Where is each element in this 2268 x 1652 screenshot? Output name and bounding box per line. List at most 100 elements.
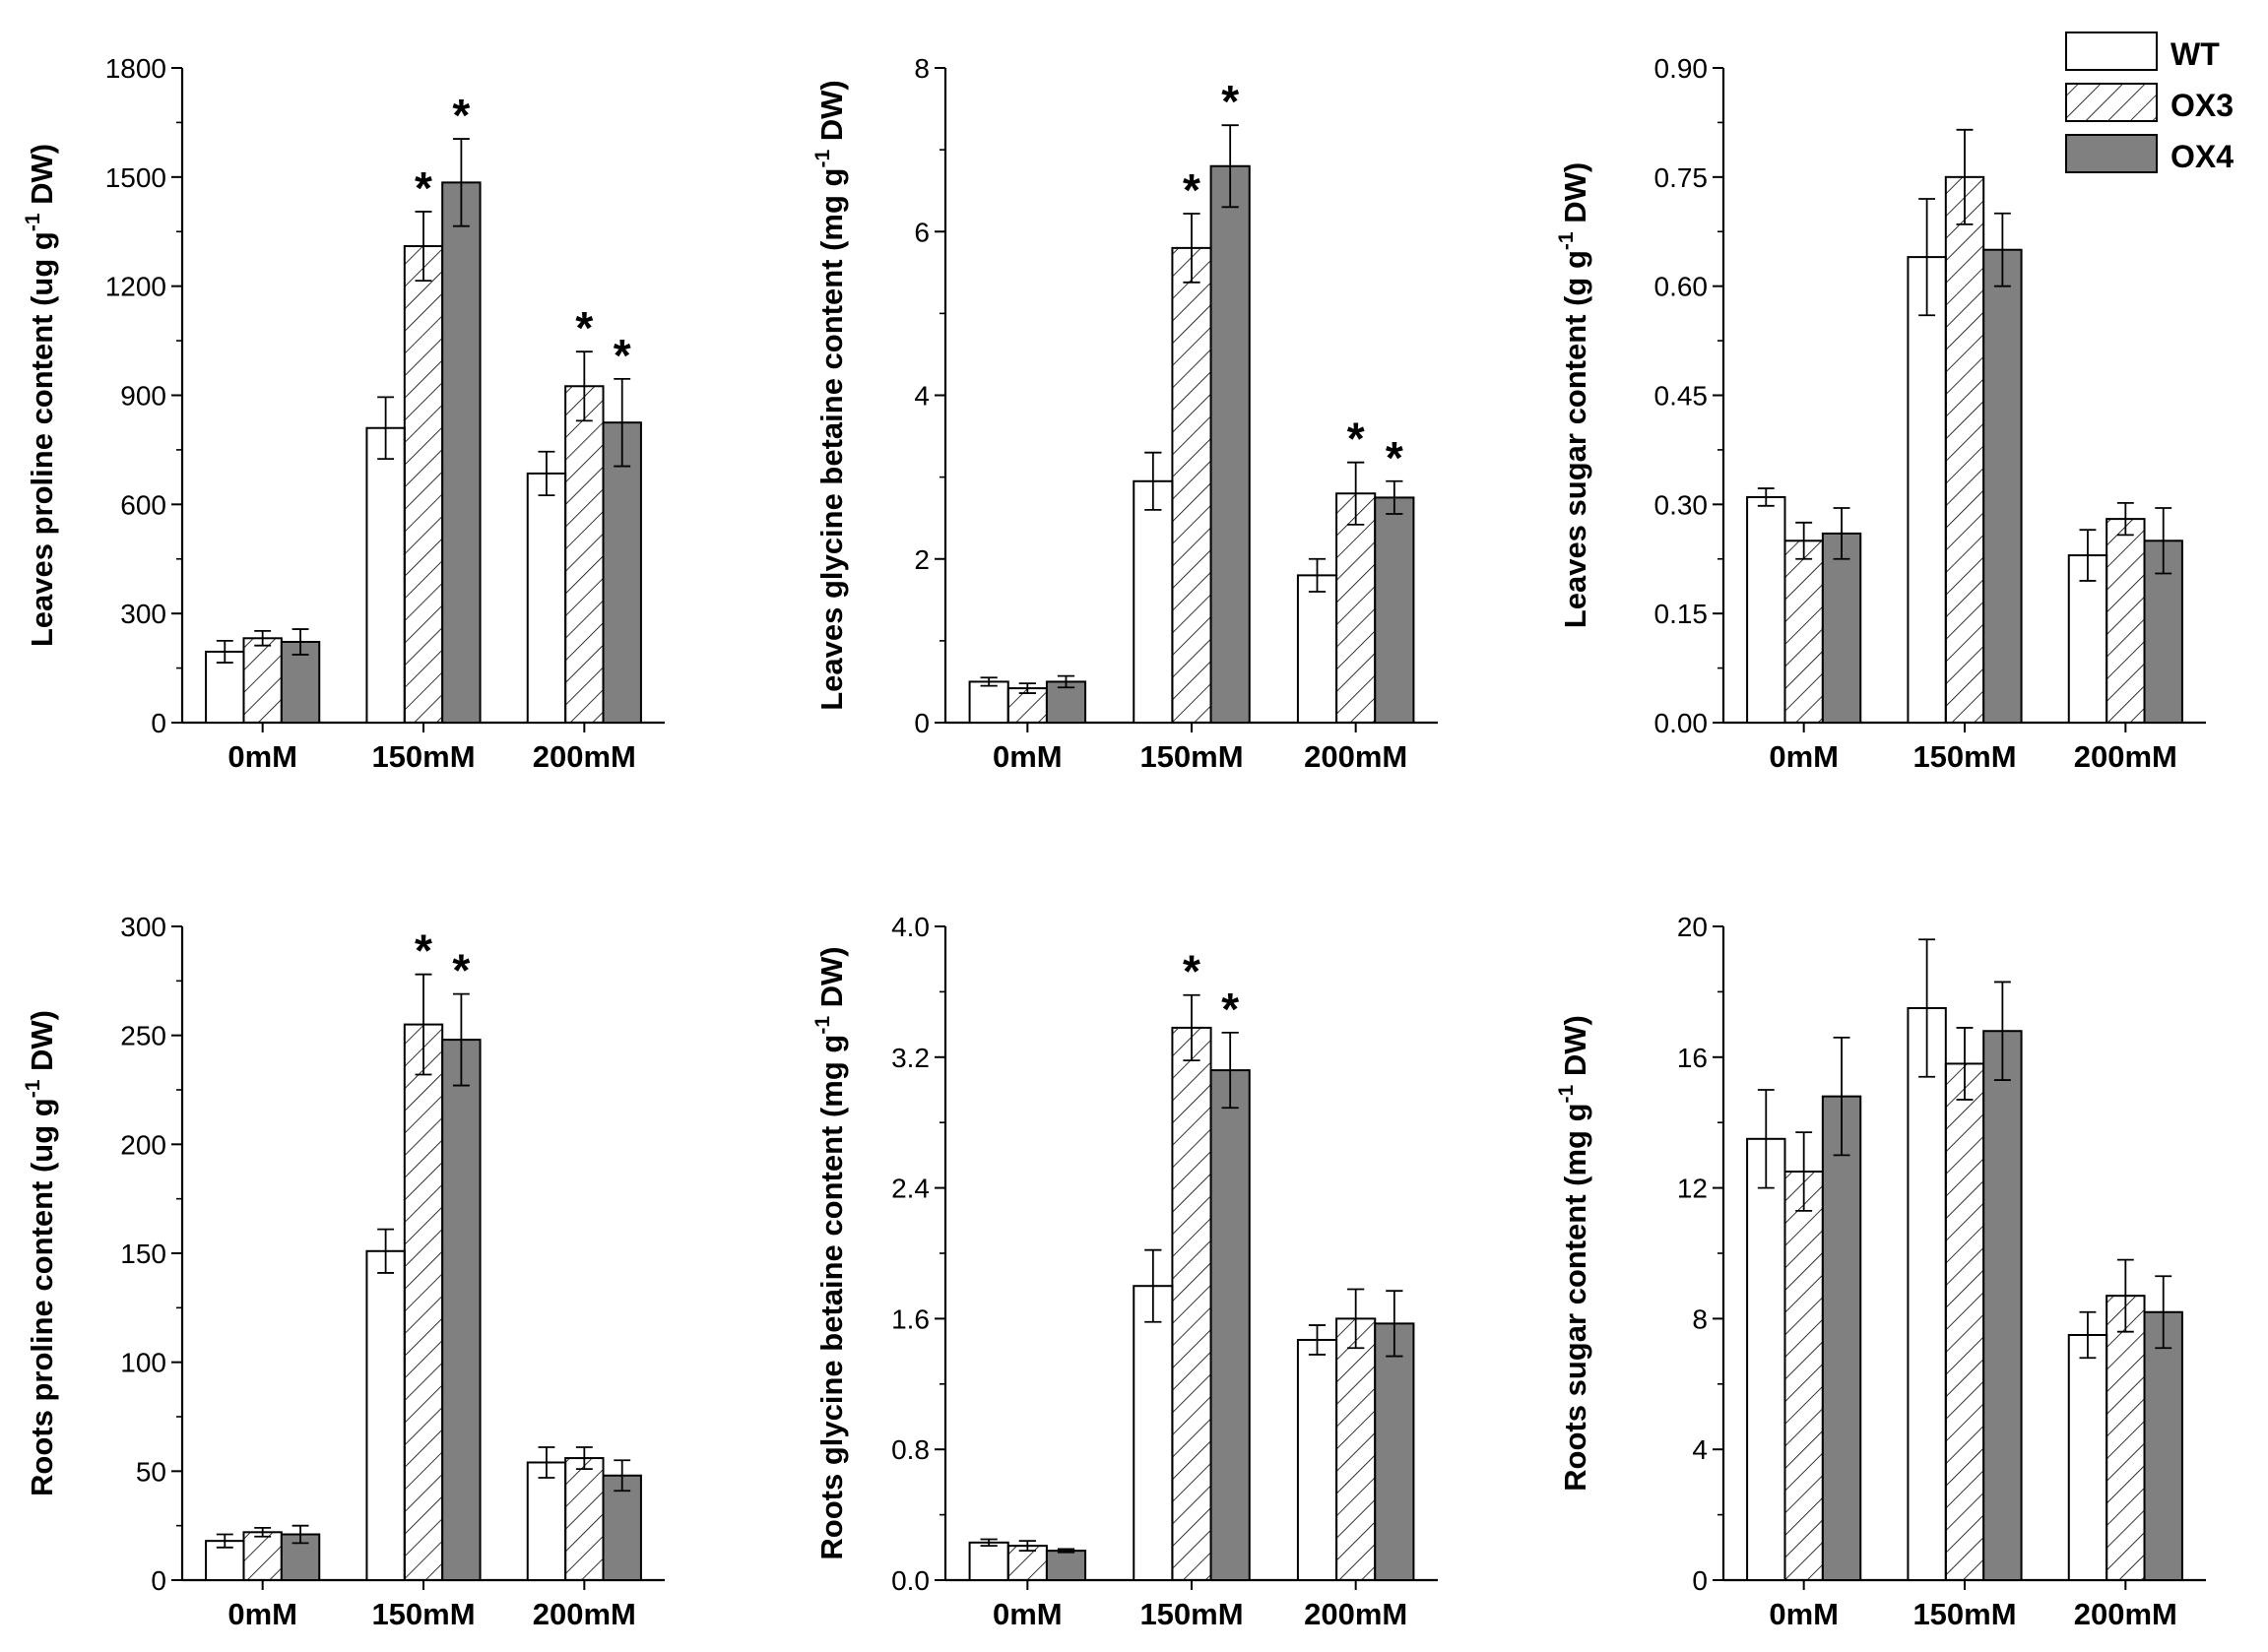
y-tick-label: 0: [914, 708, 930, 738]
bar-ox3: [1783, 540, 1824, 724]
significance-marker: *: [614, 330, 631, 381]
bar-ox4: [1374, 496, 1415, 724]
bar-ox4: [1374, 1322, 1415, 1581]
y-tick-label: 3.2: [891, 1043, 930, 1073]
y-tick-label: 2.4: [891, 1174, 930, 1204]
bar-ox4: [441, 181, 482, 724]
y-tick-label: 900: [120, 381, 166, 412]
y-axis-label-text: Leaves sugar content (g g: [1558, 250, 1592, 628]
y-axis-label: Roots proline content (ug g-1 DW): [22, 1010, 59, 1496]
legend-swatch-ox4: [2065, 134, 2158, 173]
chart-panel-6: 0 4 8 12 16 20 Roots sugar content (mg g-1 DW)…: [1555, 912, 2206, 1631]
bar-ox4: [1982, 248, 2023, 724]
bar-ox3: [2106, 518, 2146, 724]
y-tick-label: 0.30: [1654, 489, 1709, 520]
y-axis-label: Roots sugar content (mg g-1 DW): [1555, 1015, 1592, 1492]
bar-wt: [2067, 1334, 2108, 1581]
y-tick-label: 0: [151, 1565, 166, 1596]
legend-swatch-ox3: [2065, 83, 2158, 122]
y-tick-label: 0.0: [891, 1565, 930, 1596]
bar-ox3: [564, 1457, 605, 1582]
y-axis-label: Roots glycine betaine content (mg g-1 DW…: [811, 946, 849, 1559]
legend-label-ox3: OX3: [2171, 88, 2234, 123]
bar-ox3: [1944, 175, 1985, 725]
significance-marker: *: [415, 925, 432, 977]
y-tick-label: 0.45: [1654, 381, 1709, 412]
y-axis-label-units: DW): [1558, 1015, 1592, 1085]
bar-ox3: [1944, 1062, 1985, 1581]
bar-wt: [365, 1249, 406, 1581]
legend-item-ox4: OX4: [2065, 134, 2234, 174]
chart-panel-5: 0.0 0.8 1.6 2.4 3.2 4.0 Roots glycine betaine …: [811, 912, 1438, 1631]
x-tick-label: 150mM: [1912, 739, 2016, 774]
y-tick-label: 250: [120, 1021, 166, 1051]
y-axis-label-text: Leaves proline content (ug g: [25, 231, 59, 647]
bar-ox3: [403, 245, 444, 724]
bar-wt: [1907, 256, 1947, 724]
y-tick-label: 0: [151, 708, 166, 738]
y-axis-label-superscript: -1: [811, 150, 834, 168]
y-tick-label: 4: [914, 381, 930, 412]
y-tick-label: 12: [1677, 1174, 1708, 1204]
legend-item-ox3: OX3: [2065, 83, 2234, 123]
y-axis-label-units: DW): [25, 1010, 59, 1080]
bar-ox3: [2106, 1295, 2146, 1582]
bar-ox4: [2143, 1310, 2183, 1581]
x-tick-label: 200mM: [2074, 739, 2177, 774]
y-tick-label: 150: [120, 1239, 166, 1269]
legend-label-ox4: OX4: [2171, 139, 2234, 174]
x-tick-label: 150mM: [1139, 1597, 1243, 1631]
y-axis-label: Leaves proline content (ug g-1 DW): [22, 144, 59, 647]
y-axis-label-superscript: -1: [1555, 231, 1578, 250]
bar-wt: [1296, 1338, 1338, 1581]
y-tick-label: 8: [914, 53, 930, 84]
y-tick-label: 0.75: [1654, 162, 1709, 193]
y-axis-label-units: DW): [814, 80, 849, 150]
y-tick-label: 200: [120, 1129, 166, 1160]
x-tick-label: 200mM: [2074, 1597, 2177, 1631]
bar-wt: [968, 680, 1009, 724]
legend-label-wt: WT: [2171, 36, 2220, 72]
y-axis-label-superscript: -1: [1555, 1084, 1578, 1103]
bar-wt: [526, 472, 567, 724]
bar-wt: [1133, 1285, 1174, 1581]
y-tick-label: 0.8: [891, 1434, 930, 1465]
bar-ox3: [564, 385, 605, 724]
y-tick-label: 0.60: [1654, 272, 1709, 302]
significance-marker: *: [1221, 984, 1239, 1035]
significance-marker: *: [1386, 432, 1403, 483]
bar-ox4: [1821, 532, 1862, 725]
significance-marker: *: [1183, 164, 1200, 216]
bar-wt: [1133, 479, 1174, 724]
chart-panel-3: 0.00 0.15 0.30 0.45 0.60 0.75 0.90 Leaves sugar…: [1555, 53, 2206, 774]
y-tick-label: 300: [120, 912, 166, 942]
y-tick-label: 0.00: [1654, 708, 1709, 738]
y-tick-label: 1800: [105, 53, 166, 84]
x-tick-label: 150mM: [1912, 1597, 2016, 1631]
y-tick-label: 6: [914, 217, 930, 247]
chart-panel-4: 0 50 100 150 200 250 300 Roots proline content …: [22, 912, 665, 1631]
bar-ox4: [1045, 1550, 1087, 1581]
x-tick-label: 0mM: [993, 739, 1063, 774]
y-tick-label: 20: [1677, 912, 1708, 942]
bar-ox4: [1982, 1030, 2023, 1581]
y-tick-label: 50: [136, 1456, 166, 1487]
bar-ox3: [242, 637, 283, 724]
bar-ox3: [1171, 246, 1212, 724]
y-axis-label-units: DW): [25, 144, 59, 214]
significance-marker: *: [452, 945, 470, 996]
y-tick-label: 1500: [105, 162, 166, 193]
bar-ox4: [602, 421, 642, 724]
y-axis-label: Leaves glycine betaine content (mg g-1 D…: [811, 80, 849, 711]
bar-wt: [1296, 574, 1338, 724]
chart-panel-2: 0 2 4 6 8 Leaves glycine betaine content (mg …: [811, 53, 1438, 774]
y-tick-label: 0.90: [1654, 53, 1709, 84]
bar-ox3: [403, 1023, 444, 1581]
y-tick-label: 300: [120, 599, 166, 629]
y-tick-label: 1.6: [891, 1303, 930, 1334]
x-tick-label: 150mM: [1139, 739, 1243, 774]
bar-wt: [1746, 495, 1786, 725]
x-tick-label: 0mM: [1769, 739, 1839, 774]
y-tick-label: 4: [1692, 1434, 1708, 1465]
